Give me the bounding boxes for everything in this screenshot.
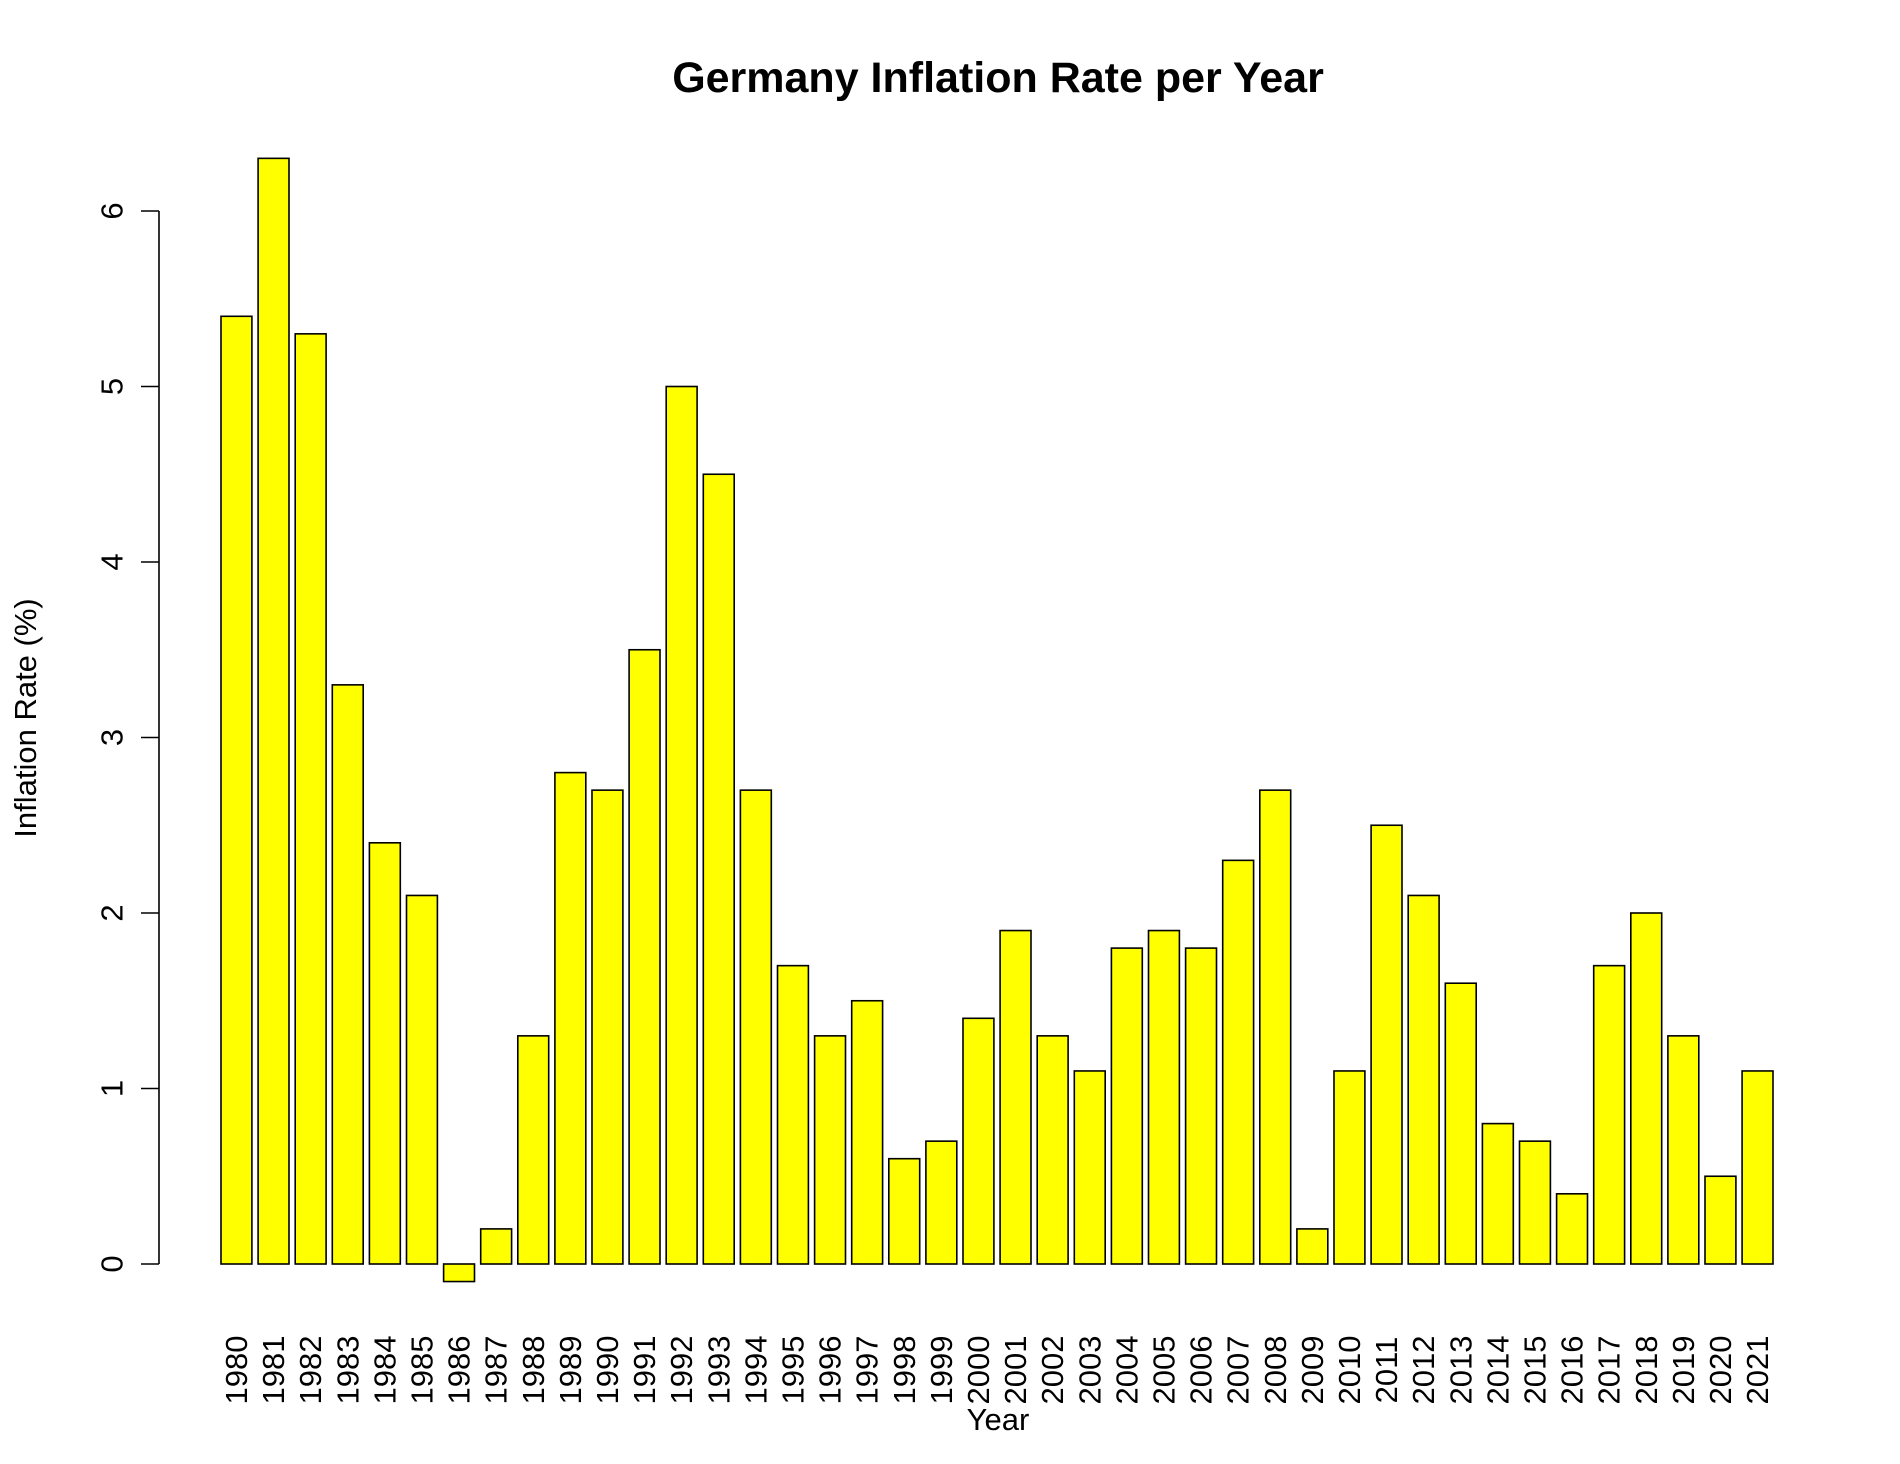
bar-2010: [1333, 1070, 1366, 1265]
x-tick-label: 1990: [590, 1336, 625, 1405]
bar-2001: [999, 929, 1032, 1265]
bar-2006: [1184, 947, 1218, 1265]
bar-1989: [554, 771, 587, 1265]
x-tick-label: 2006: [1184, 1336, 1219, 1405]
bar-1999: [925, 1140, 958, 1265]
bar-2020: [1704, 1175, 1737, 1265]
bar-2007: [1221, 859, 1255, 1265]
bar-2017: [1592, 964, 1626, 1265]
bar-2013: [1444, 982, 1478, 1265]
bar-2011: [1370, 824, 1403, 1265]
x-tick-label: 2000: [961, 1336, 996, 1405]
x-tick-label: 1992: [664, 1336, 699, 1405]
x-tick-label: 2005: [1146, 1336, 1181, 1405]
bar-1983: [331, 684, 364, 1265]
bar-1981: [257, 157, 290, 1265]
bar-2016: [1555, 1193, 1589, 1265]
x-tick-label: 1998: [887, 1336, 922, 1405]
bar-2008: [1259, 789, 1292, 1265]
bar-1985: [405, 894, 439, 1265]
x-tick-label: 2003: [1072, 1336, 1107, 1405]
x-tick-label: 1982: [293, 1336, 328, 1405]
bar-1998: [887, 1157, 921, 1265]
x-tick-label: 2012: [1406, 1336, 1441, 1405]
x-tick-label: 1988: [516, 1336, 551, 1405]
x-tick-label: 2013: [1443, 1336, 1478, 1405]
bar-2015: [1518, 1140, 1552, 1265]
bars-group: [220, 157, 1774, 1283]
x-tick-labels: 1980 1981 1982 1983 1984 1985 1986 1987 1988 1989…: [219, 1336, 1775, 1405]
x-tick-label: 2001: [998, 1336, 1033, 1405]
x-tick-label: 1984: [367, 1336, 402, 1405]
bar-2019: [1667, 1035, 1700, 1265]
x-tick-label: 1994: [738, 1336, 773, 1405]
x-tick-label: 1991: [627, 1336, 662, 1405]
chart-title: Germany Inflation Rate per Year: [672, 54, 1324, 102]
bar-1995: [776, 964, 810, 1265]
bar-1992: [665, 385, 698, 1265]
x-tick-label: 1995: [775, 1336, 810, 1405]
bar-2018: [1630, 912, 1663, 1265]
x-tick-label: 2010: [1332, 1336, 1367, 1405]
bar-1996: [813, 1035, 847, 1265]
x-tick-label: 2008: [1258, 1336, 1293, 1405]
bar-1987: [479, 1228, 513, 1265]
x-tick-label: 2016: [1555, 1336, 1590, 1405]
bar-1991: [628, 648, 661, 1265]
x-tick-label: 1989: [553, 1336, 588, 1405]
x-tick-label: 1996: [813, 1336, 848, 1405]
x-tick-label: 2011: [1369, 1337, 1404, 1404]
x-tick-label: 1983: [330, 1336, 365, 1405]
bar-2003: [1073, 1070, 1107, 1265]
x-tick-label: 1986: [442, 1336, 477, 1405]
x-tick-label: 2019: [1666, 1336, 1701, 1405]
bar-1994: [739, 789, 773, 1265]
bar-2005: [1147, 929, 1181, 1265]
bar-2002: [1036, 1035, 1069, 1265]
bar-1986: [442, 1263, 476, 1283]
x-axis-label: Year: [967, 1402, 1030, 1437]
bar-1990: [591, 789, 624, 1265]
bar-2021: [1741, 1070, 1774, 1265]
y-tick-label: 3: [95, 729, 130, 746]
bar-1988: [516, 1035, 550, 1265]
x-tick-label: 2007: [1221, 1336, 1256, 1405]
y-tick-label: 5: [95, 378, 130, 395]
bar-2000: [962, 1017, 995, 1265]
y-tick-label: 6: [95, 202, 130, 219]
x-tick-label: 1997: [850, 1336, 885, 1405]
bar-2009: [1296, 1228, 1329, 1265]
bar-1984: [368, 841, 402, 1265]
x-tick-label: 1981: [256, 1336, 291, 1405]
x-tick-label: 2018: [1629, 1336, 1664, 1405]
x-tick-label: 1980: [219, 1336, 254, 1405]
bar-2012: [1407, 894, 1440, 1265]
bar-1980: [220, 315, 253, 1265]
bar-2004: [1110, 947, 1144, 1265]
y-tick-label: 1: [95, 1080, 130, 1097]
y-tick-label: 2: [95, 904, 130, 921]
x-tick-label: 1987: [479, 1336, 514, 1405]
x-tick-label: 1999: [924, 1336, 959, 1405]
y-axis-label: Inflation Rate (%): [8, 598, 43, 838]
y-axis: 0 1 2 3 4 5 6: [95, 202, 160, 1273]
bar-1997: [850, 999, 884, 1265]
bar-1993: [702, 473, 735, 1265]
bar-2014: [1481, 1122, 1515, 1265]
x-tick-label: 2002: [1035, 1336, 1070, 1405]
x-tick-label: 2004: [1109, 1336, 1144, 1405]
x-tick-label: 2014: [1480, 1336, 1515, 1405]
x-tick-label: 1993: [701, 1336, 736, 1405]
x-tick-label: 2015: [1517, 1336, 1552, 1405]
x-tick-label: 2021: [1740, 1336, 1775, 1405]
x-tick-label: 2017: [1592, 1336, 1627, 1405]
bar-1982: [294, 333, 327, 1265]
x-tick-label: 2009: [1295, 1336, 1330, 1405]
x-tick-label: 2020: [1703, 1336, 1738, 1405]
y-tick-label: 0: [95, 1255, 130, 1272]
y-tick-label: 4: [95, 553, 130, 570]
x-tick-label: 1985: [404, 1336, 439, 1405]
